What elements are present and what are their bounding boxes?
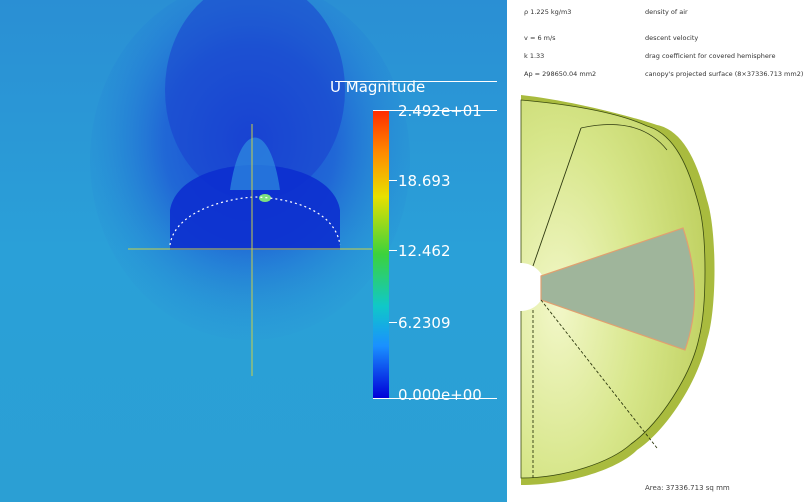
legend-tick-label: 0.000e+00	[398, 386, 482, 404]
formula-desc: drag coefficient for covered hemisphere	[645, 52, 776, 60]
color-bar	[373, 110, 389, 398]
formula-symbol: k	[524, 52, 528, 60]
canopy-model	[507, 95, 715, 485]
legend-top-line	[335, 81, 497, 82]
formula-desc: canopy's projected surface (8×37336.713 …	[645, 70, 804, 78]
formula-symbol: ρ	[524, 8, 529, 16]
legend-tick-line	[373, 110, 497, 111]
flow-field	[0, 0, 507, 502]
formula-drag-coeff: k 1.33	[524, 52, 544, 60]
legend-tick-line	[389, 180, 397, 181]
formula-projected-area: Ap = 298650.04 mm2	[524, 70, 596, 78]
legend-tick-line	[373, 398, 497, 399]
cad-viewport[interactable]: ρ 1.225 kg/m3 density of air v = 6 m/s d…	[507, 0, 811, 502]
legend-tick-line	[389, 250, 397, 251]
selected-panel[interactable]	[540, 227, 696, 351]
formula-symbol: Ap	[524, 70, 533, 78]
formula-symbol: v	[524, 34, 528, 42]
formula-expr: = 6 m/s	[529, 34, 556, 42]
formula-density: ρ 1.225 kg/m3	[524, 8, 571, 16]
canopy-vent	[507, 263, 545, 311]
area-readout: Area: 37336.713 sq mm	[645, 484, 730, 492]
formula-expr: 1.33	[529, 52, 545, 60]
panel-gap	[507, 0, 521, 502]
formula-expr: = 298650.04 mm2	[534, 70, 597, 78]
legend-tick-label: 12.462	[398, 242, 451, 260]
formula-velocity: v = 6 m/s	[524, 34, 556, 42]
legend-tick-label: 2.492e+01	[398, 102, 482, 120]
cfd-viewport[interactable]: U Magnitude 2.492e+01 18.693 12.462 6.23…	[0, 0, 507, 502]
formula-desc: density of air	[645, 8, 688, 16]
formula-desc: descent velocity	[645, 34, 699, 42]
legend-tick-label: 18.693	[398, 172, 451, 190]
legend-tick-line	[389, 322, 397, 323]
formula-expr: 1.225 kg/m3	[530, 8, 572, 16]
legend-tick-label: 6.2309	[398, 314, 451, 332]
legend-title: U Magnitude	[330, 78, 426, 96]
